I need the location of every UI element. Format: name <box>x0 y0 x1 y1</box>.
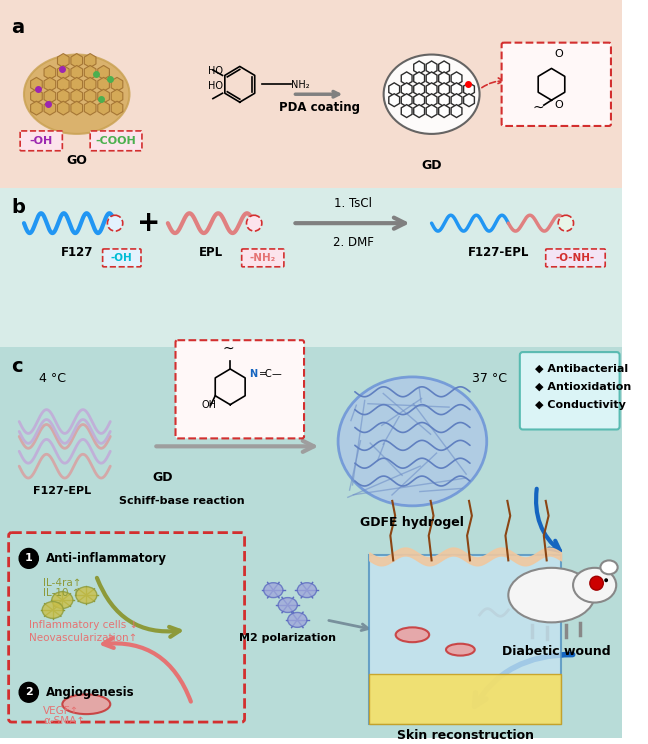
Text: Anti-inflammatory: Anti-inflammatory <box>46 552 167 565</box>
Text: 2. DMF: 2. DMF <box>332 236 373 249</box>
Circle shape <box>558 215 573 231</box>
Ellipse shape <box>76 587 97 603</box>
Text: 2: 2 <box>25 687 32 697</box>
Ellipse shape <box>338 377 487 506</box>
Text: -OH: -OH <box>111 253 133 263</box>
Text: N: N <box>249 369 257 379</box>
Text: O: O <box>554 100 563 110</box>
Text: HO: HO <box>208 81 223 92</box>
Text: α-SMA↑: α-SMA↑ <box>43 716 85 726</box>
Text: EPL: EPL <box>199 246 223 259</box>
Ellipse shape <box>573 568 616 603</box>
Circle shape <box>590 577 603 590</box>
Text: Skin reconstruction: Skin reconstruction <box>397 729 534 742</box>
Circle shape <box>19 682 38 702</box>
Ellipse shape <box>508 568 595 623</box>
Text: ◆ Antioxidation: ◆ Antioxidation <box>535 382 631 392</box>
Text: F127-EPL: F127-EPL <box>468 246 529 259</box>
Text: ~: ~ <box>532 101 544 115</box>
Text: 37 °C: 37 °C <box>472 372 507 385</box>
Ellipse shape <box>278 597 297 612</box>
Text: -COOH: -COOH <box>96 136 137 146</box>
Circle shape <box>19 548 38 568</box>
Text: Neovascularization↑: Neovascularization↑ <box>29 633 137 643</box>
Text: ◆ Conductivity: ◆ Conductivity <box>535 400 626 410</box>
Ellipse shape <box>52 591 73 609</box>
Circle shape <box>246 215 262 231</box>
Text: F127-EPL: F127-EPL <box>33 486 91 496</box>
Circle shape <box>108 215 122 231</box>
Ellipse shape <box>24 54 130 134</box>
Ellipse shape <box>384 54 480 134</box>
Text: c: c <box>12 357 23 376</box>
FancyBboxPatch shape <box>520 352 619 429</box>
Text: 1. TsCl: 1. TsCl <box>334 197 372 211</box>
FancyBboxPatch shape <box>502 42 611 126</box>
Text: M2 polarization: M2 polarization <box>239 633 336 643</box>
Text: -NH₂: -NH₂ <box>249 253 276 263</box>
Text: b: b <box>12 199 25 217</box>
Text: a: a <box>12 18 25 37</box>
Text: GO: GO <box>66 154 87 167</box>
Bar <box>0 0 621 188</box>
Bar <box>0 188 621 347</box>
Text: GD: GD <box>153 471 173 484</box>
Text: +: + <box>137 209 160 237</box>
Text: OH: OH <box>202 400 217 410</box>
Text: Inflammatory cells ↓: Inflammatory cells ↓ <box>29 620 138 630</box>
FancyBboxPatch shape <box>242 249 284 267</box>
Text: HO: HO <box>208 66 223 77</box>
Text: NH₂: NH₂ <box>290 80 309 90</box>
Circle shape <box>604 578 608 583</box>
Bar <box>369 675 561 724</box>
Text: —: — <box>272 369 281 379</box>
Bar <box>369 556 561 724</box>
Text: VEGF↑: VEGF↑ <box>43 706 80 716</box>
FancyBboxPatch shape <box>102 249 141 267</box>
Text: ◆ Antibacterial: ◆ Antibacterial <box>535 364 629 374</box>
Text: IL-4ra↑: IL-4ra↑ <box>43 578 82 589</box>
Ellipse shape <box>601 560 618 574</box>
FancyBboxPatch shape <box>20 131 62 151</box>
Text: Angiogenesis: Angiogenesis <box>46 686 135 699</box>
Text: C: C <box>265 369 272 379</box>
Text: Diabetic wound: Diabetic wound <box>502 645 610 658</box>
Text: O: O <box>554 48 563 59</box>
FancyBboxPatch shape <box>90 131 142 151</box>
Ellipse shape <box>446 644 475 655</box>
Text: =: = <box>259 369 267 379</box>
Text: ~: ~ <box>222 342 234 356</box>
Ellipse shape <box>288 612 307 627</box>
Ellipse shape <box>297 583 316 597</box>
Text: 4 °C: 4 °C <box>40 372 66 385</box>
FancyBboxPatch shape <box>176 340 304 438</box>
Ellipse shape <box>42 602 64 618</box>
Text: -O-NH-: -O-NH- <box>556 253 595 263</box>
Bar <box>0 347 621 738</box>
Text: -OH: -OH <box>30 136 53 146</box>
Text: 1: 1 <box>25 554 32 563</box>
Text: Schiff-base reaction: Schiff-base reaction <box>119 496 245 506</box>
Text: PDA coating: PDA coating <box>279 100 360 114</box>
Ellipse shape <box>264 583 283 597</box>
Ellipse shape <box>396 627 429 642</box>
Text: GDFE hydrogel: GDFE hydrogel <box>360 516 465 529</box>
FancyBboxPatch shape <box>546 249 605 267</box>
Ellipse shape <box>62 694 110 714</box>
Text: F127: F127 <box>60 246 93 259</box>
Text: GD: GD <box>421 158 442 172</box>
Text: IL-10 ↑: IL-10 ↑ <box>43 589 80 598</box>
